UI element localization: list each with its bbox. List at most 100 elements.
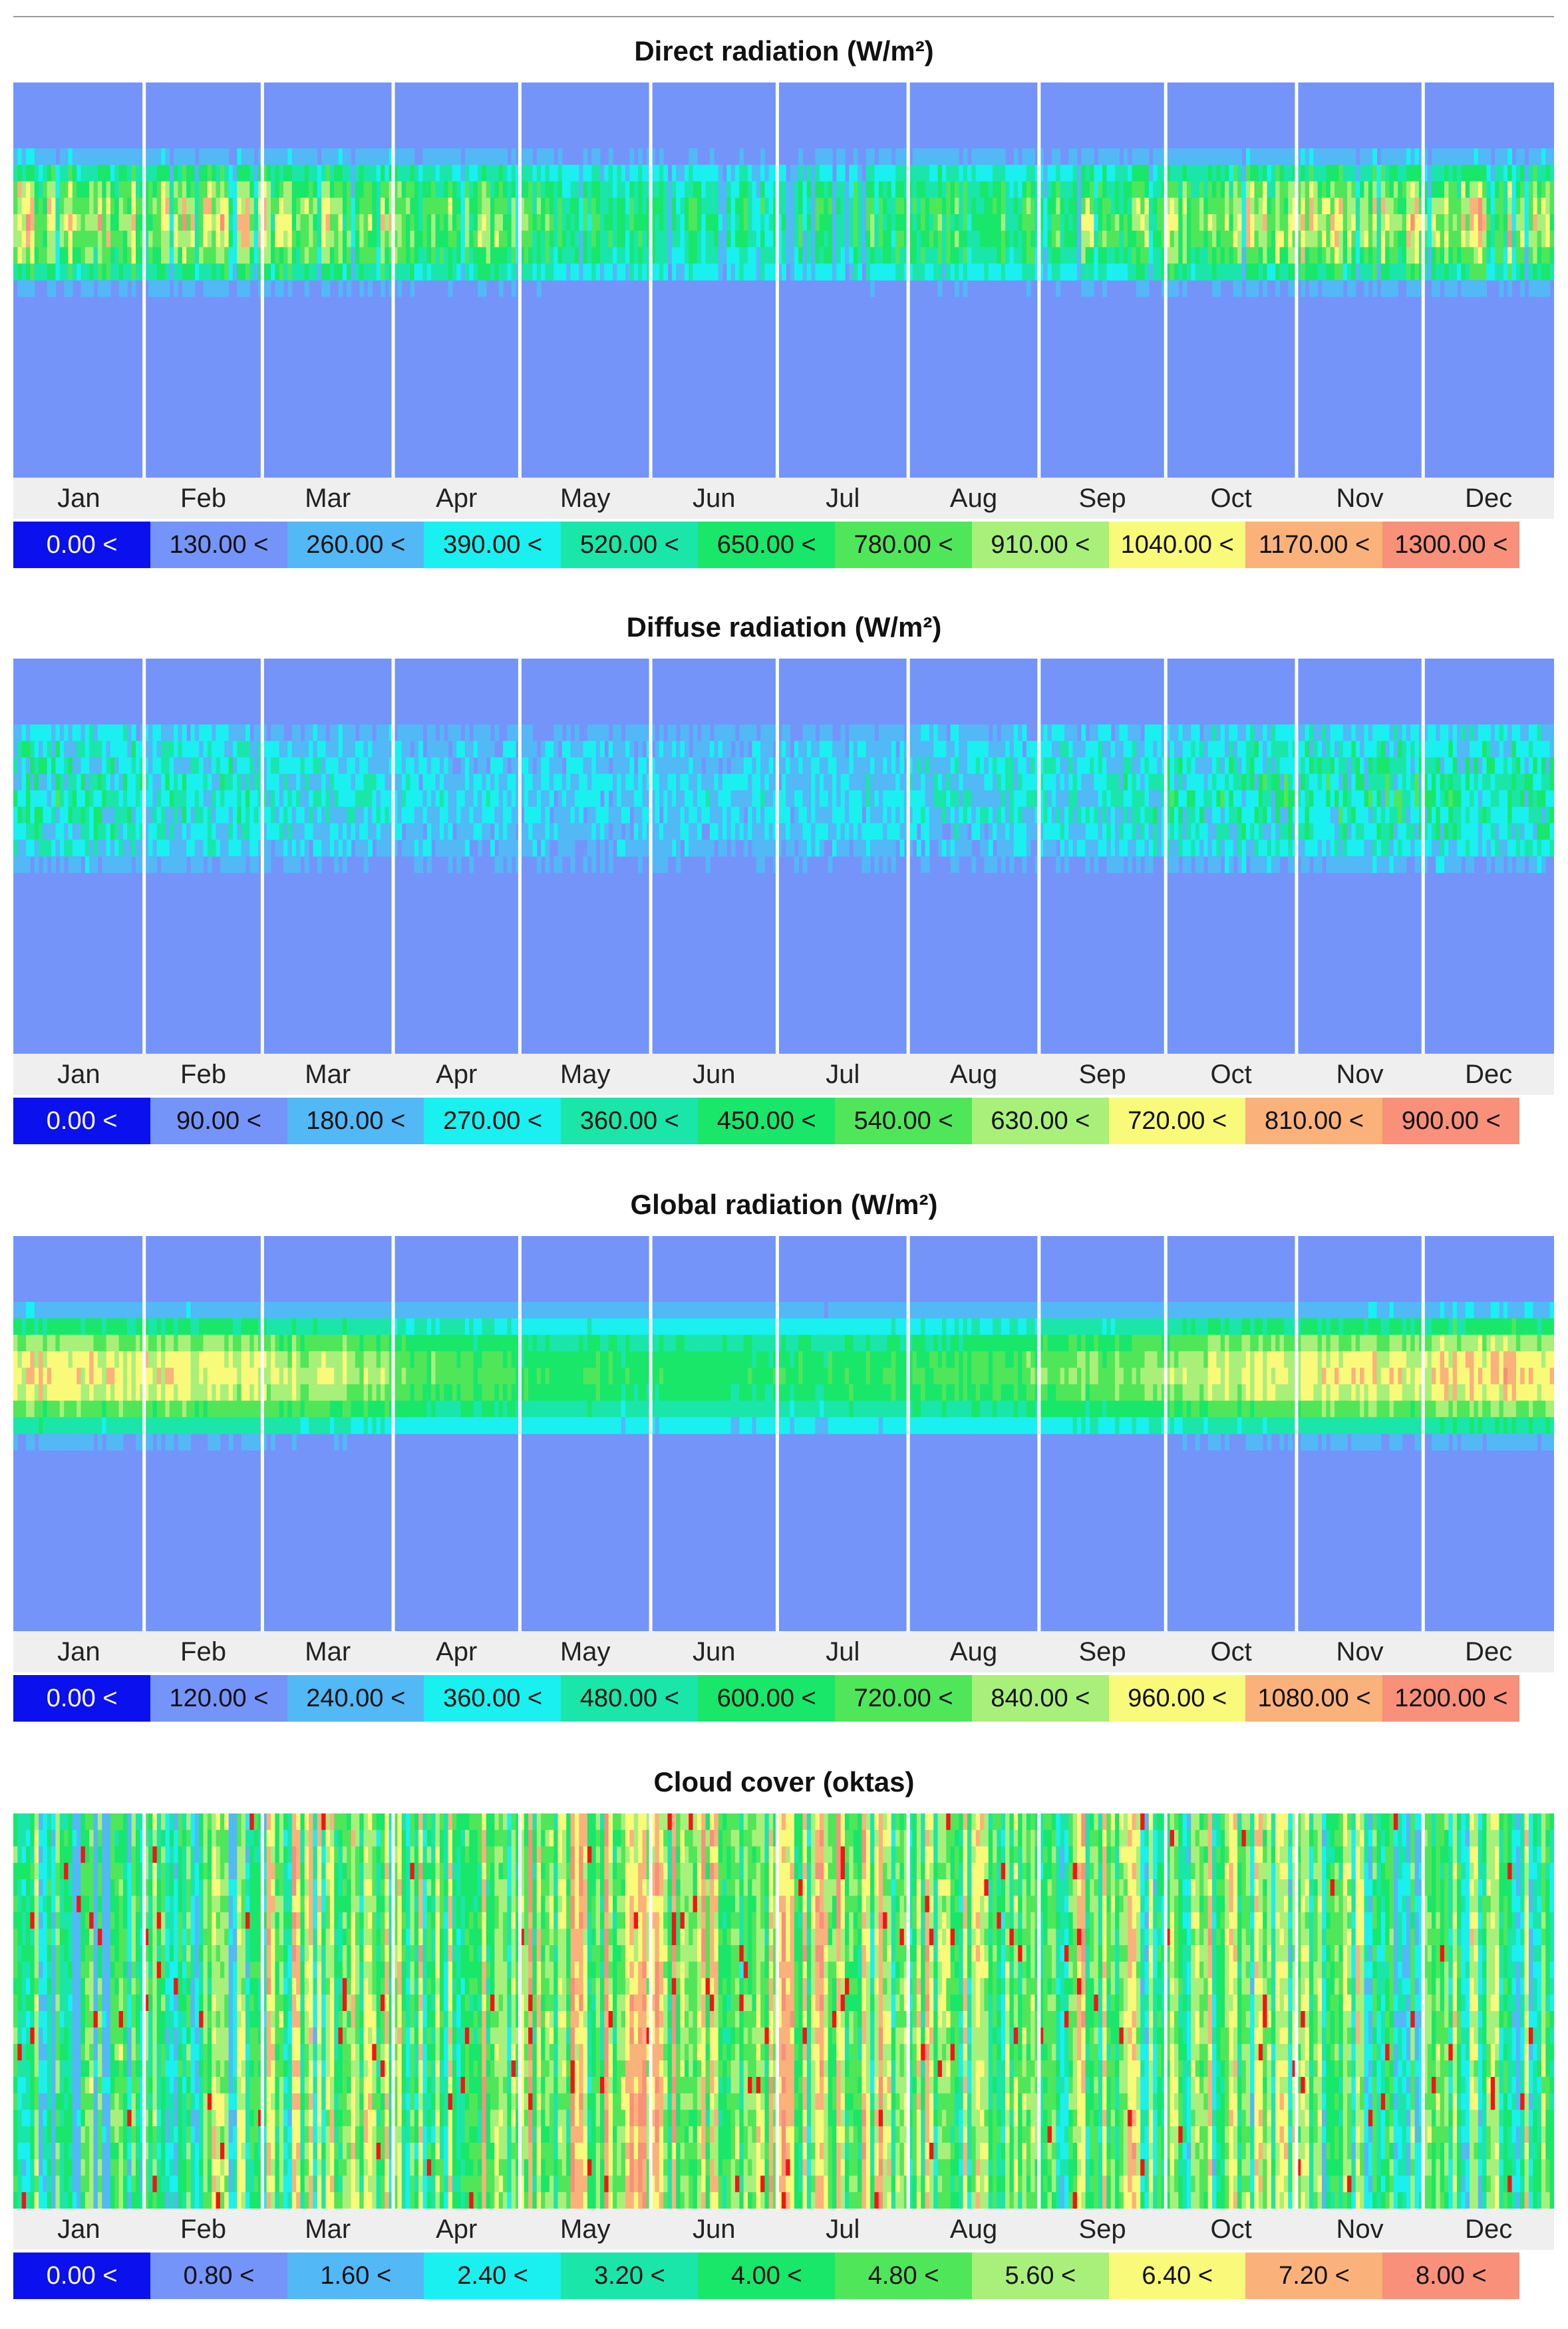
- direct-cell: [1220, 148, 1225, 166]
- diffuse-cell: [232, 823, 237, 840]
- diffuse-cell: [347, 806, 352, 824]
- direct-cell: [1372, 230, 1378, 248]
- diffuse-cell: [477, 840, 482, 857]
- direct-cell: [684, 164, 689, 182]
- direct-cell: [1245, 263, 1251, 281]
- diffuse-cell: [249, 757, 255, 774]
- diffuse-cell: [144, 840, 149, 857]
- diffuse-cell: [241, 757, 246, 774]
- direct-cell: [903, 230, 909, 248]
- diffuse-cell: [368, 724, 373, 742]
- direct-cell: [1440, 148, 1445, 166]
- diffuse-cell: [849, 757, 854, 774]
- direct-cell: [389, 198, 394, 215]
- direct-cell: [1060, 247, 1065, 264]
- direct-cell: [553, 164, 559, 182]
- direct-cell: [701, 181, 706, 198]
- direct-cell: [30, 280, 35, 297]
- direct-cell: [1275, 230, 1281, 248]
- direct-cell: [802, 214, 808, 232]
- direct-cell: [849, 181, 854, 198]
- diffuse-cell: [174, 740, 179, 758]
- diffuse-cell: [182, 724, 187, 742]
- diffuse-cell: [17, 740, 23, 758]
- diffuse-cell: [819, 790, 824, 808]
- direct-cell: [498, 214, 504, 232]
- direct-cell: [1355, 164, 1360, 182]
- diffuse-cell: [671, 840, 677, 857]
- diffuse-cell: [169, 724, 174, 742]
- diffuse-cell: [651, 840, 656, 857]
- direct-cell: [760, 164, 766, 182]
- diffuse-cell: [266, 823, 271, 840]
- diffuse-cell: [520, 740, 525, 758]
- diffuse-cell: [97, 806, 102, 824]
- diffuse-cell: [64, 806, 69, 824]
- direct-cell: [971, 148, 977, 166]
- diffuse-cell: [80, 774, 86, 791]
- diffuse-cell: [752, 740, 757, 758]
- direct-cell: [381, 181, 385, 198]
- direct-cell: [1233, 164, 1238, 182]
- direct-cell: [186, 280, 192, 297]
- direct-cell: [516, 230, 521, 248]
- diffuse-cell: [617, 774, 622, 791]
- direct-cell: [726, 181, 732, 198]
- direct-cell: [967, 164, 972, 182]
- direct-cell: [372, 263, 377, 281]
- diffuse-cell: [988, 840, 993, 857]
- diffuse-cell: [338, 823, 343, 840]
- diffuse-cell: [291, 740, 297, 758]
- direct-cell: [376, 148, 381, 166]
- direct-cell: [464, 198, 470, 215]
- direct-cell: [26, 280, 31, 297]
- diffuse-cell: [655, 823, 660, 840]
- direct-cell: [1043, 263, 1048, 281]
- direct-cell: [1537, 164, 1542, 182]
- diffuse-cell: [743, 774, 748, 791]
- direct-cell: [1305, 164, 1310, 182]
- direct-cell: [1495, 247, 1500, 264]
- diffuse-cell: [937, 840, 943, 857]
- direct-cell: [845, 230, 850, 248]
- direct-cell: [258, 181, 263, 198]
- diffuse-cell: [878, 757, 883, 774]
- direct-cell: [1393, 280, 1398, 297]
- direct-cell: [684, 214, 689, 232]
- direct-cell: [1110, 181, 1116, 198]
- direct-cell: [347, 280, 352, 297]
- direct-cell: [1474, 164, 1479, 182]
- diffuse-cell: [279, 774, 284, 791]
- direct-cell: [1245, 280, 1251, 297]
- direct-cell: [1465, 148, 1470, 166]
- diffuse-cell: [786, 757, 791, 774]
- diffuse-cell: [1085, 790, 1090, 808]
- diffuse-cell: [921, 774, 926, 791]
- diffuse-cell: [253, 724, 259, 742]
- direct-cell: [152, 230, 158, 248]
- diffuse-cell: [39, 740, 44, 758]
- diffuse-cell: [870, 740, 875, 758]
- diffuse-cell: [140, 757, 145, 774]
- direct-cell: [110, 198, 115, 215]
- diffuse-cell: [338, 740, 343, 758]
- diffuse-cell: [212, 740, 217, 758]
- direct-cell: [532, 164, 538, 182]
- direct-cell: [1524, 181, 1529, 198]
- diffuse-cell: [245, 740, 250, 758]
- direct-cell: [68, 263, 73, 281]
- direct-cell: [557, 214, 563, 232]
- direct-cell: [1132, 181, 1137, 198]
- diffuse-cell: [59, 740, 65, 758]
- direct-cell: [363, 148, 369, 166]
- direct-cell: [819, 164, 824, 182]
- diffuse-cell: [671, 806, 677, 824]
- direct-cell: [1144, 247, 1150, 264]
- direct-cell: [549, 263, 554, 281]
- direct-cell: [633, 214, 639, 232]
- direct-cell: [912, 247, 917, 264]
- diffuse-cell: [1034, 790, 1040, 808]
- direct-cell: [351, 214, 356, 232]
- direct-cell: [760, 247, 766, 264]
- direct-cell: [836, 181, 842, 198]
